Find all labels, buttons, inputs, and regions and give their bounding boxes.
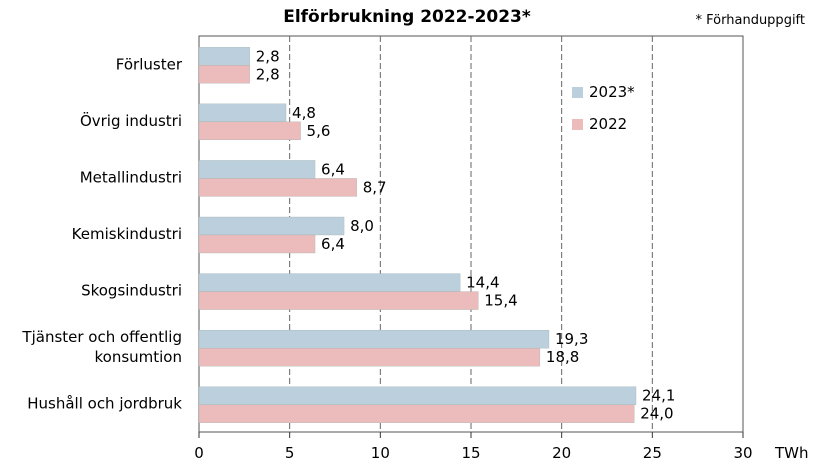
tick-label: 10 xyxy=(371,444,390,462)
legend-label: 2022 xyxy=(589,115,627,133)
category-label: Övrig industri xyxy=(80,111,182,130)
bar xyxy=(198,386,637,405)
value-label: 8,7 xyxy=(363,178,387,196)
bar xyxy=(198,160,316,179)
category-label: Tjänster och offentlig xyxy=(21,328,182,346)
bar xyxy=(198,121,301,141)
value-label: 4,8 xyxy=(292,104,316,122)
bar xyxy=(198,65,250,84)
value-label: 18,8 xyxy=(546,348,579,366)
footnote: * Förhanduppgift xyxy=(696,13,805,28)
category-label: Metallindustri xyxy=(80,168,182,186)
legend-label: 2023* xyxy=(589,83,635,101)
legend-swatch xyxy=(572,119,583,130)
value-labels: 2,82,8 4,85,6 6,4 8,7 8,0 6,4 14,415,4 19,318,8… xyxy=(256,47,676,422)
value-label: 6,4 xyxy=(321,160,345,178)
tick-label: 25 xyxy=(643,444,662,462)
x-axis: 0 5 10 15 20 25 30 xyxy=(194,432,753,462)
bar xyxy=(198,47,250,66)
bar xyxy=(198,329,550,349)
category-labels: Förluster Övrig industri Metallindustri Kem… xyxy=(21,55,182,412)
value-label: 19,3 xyxy=(555,330,588,348)
value-label: 24,0 xyxy=(640,405,673,423)
value-label: 5,6 xyxy=(307,122,331,140)
bar xyxy=(198,216,345,236)
value-label: 2,8 xyxy=(256,65,280,83)
tick-label: 30 xyxy=(733,444,752,462)
tick-label: 5 xyxy=(285,444,295,462)
legend-swatch xyxy=(572,87,583,98)
value-label: 6,4 xyxy=(321,235,345,253)
chart-title: Elförbrukning 2022-2023* xyxy=(283,7,531,27)
category-label: Kemiskindustri xyxy=(72,225,182,243)
legend: 2023* 2022 xyxy=(572,83,635,133)
value-label: 8,0 xyxy=(350,217,374,235)
value-label: 24,1 xyxy=(642,387,675,405)
category-label: Förluster xyxy=(116,55,183,73)
category-label: Hushåll och jordbruk xyxy=(27,395,182,413)
bar xyxy=(198,347,541,367)
category-label: konsumtion xyxy=(94,348,182,366)
value-label: 14,4 xyxy=(466,274,499,292)
bar xyxy=(198,178,357,197)
tick-label: 20 xyxy=(552,444,571,462)
value-label: 2,8 xyxy=(256,47,280,65)
bar xyxy=(198,291,479,310)
tick-label: 0 xyxy=(194,444,204,462)
bars xyxy=(198,47,637,423)
bar xyxy=(198,234,316,254)
tick-label: 15 xyxy=(461,444,480,462)
value-label: 15,4 xyxy=(484,292,517,310)
x-axis-unit: TWh xyxy=(774,444,809,462)
bar xyxy=(198,103,287,123)
bar xyxy=(198,404,635,423)
category-label: Skogsindustri xyxy=(81,282,182,300)
bar xyxy=(198,273,461,292)
